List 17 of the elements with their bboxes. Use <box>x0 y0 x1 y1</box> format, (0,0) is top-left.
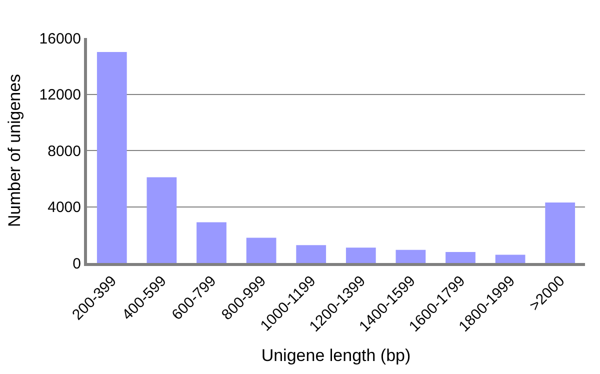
bar <box>146 177 177 263</box>
bar <box>196 222 226 263</box>
y-tick-label: 12000 <box>39 86 81 104</box>
bar <box>96 52 127 263</box>
bar <box>296 245 326 263</box>
y-tick-label: 0 <box>72 255 81 272</box>
y-tick-label: 16000 <box>39 30 81 48</box>
x-axis-title: Unigene length (bp) <box>261 346 411 365</box>
bar <box>495 254 526 263</box>
y-tick-label: 4000 <box>48 199 81 216</box>
y-axis-title: Number of unigenes <box>4 74 24 228</box>
bar <box>545 202 576 263</box>
bar <box>246 238 276 263</box>
bar <box>346 248 376 263</box>
y-tick-label: 8000 <box>48 142 81 160</box>
bar <box>396 250 426 263</box>
bar <box>446 252 476 263</box>
